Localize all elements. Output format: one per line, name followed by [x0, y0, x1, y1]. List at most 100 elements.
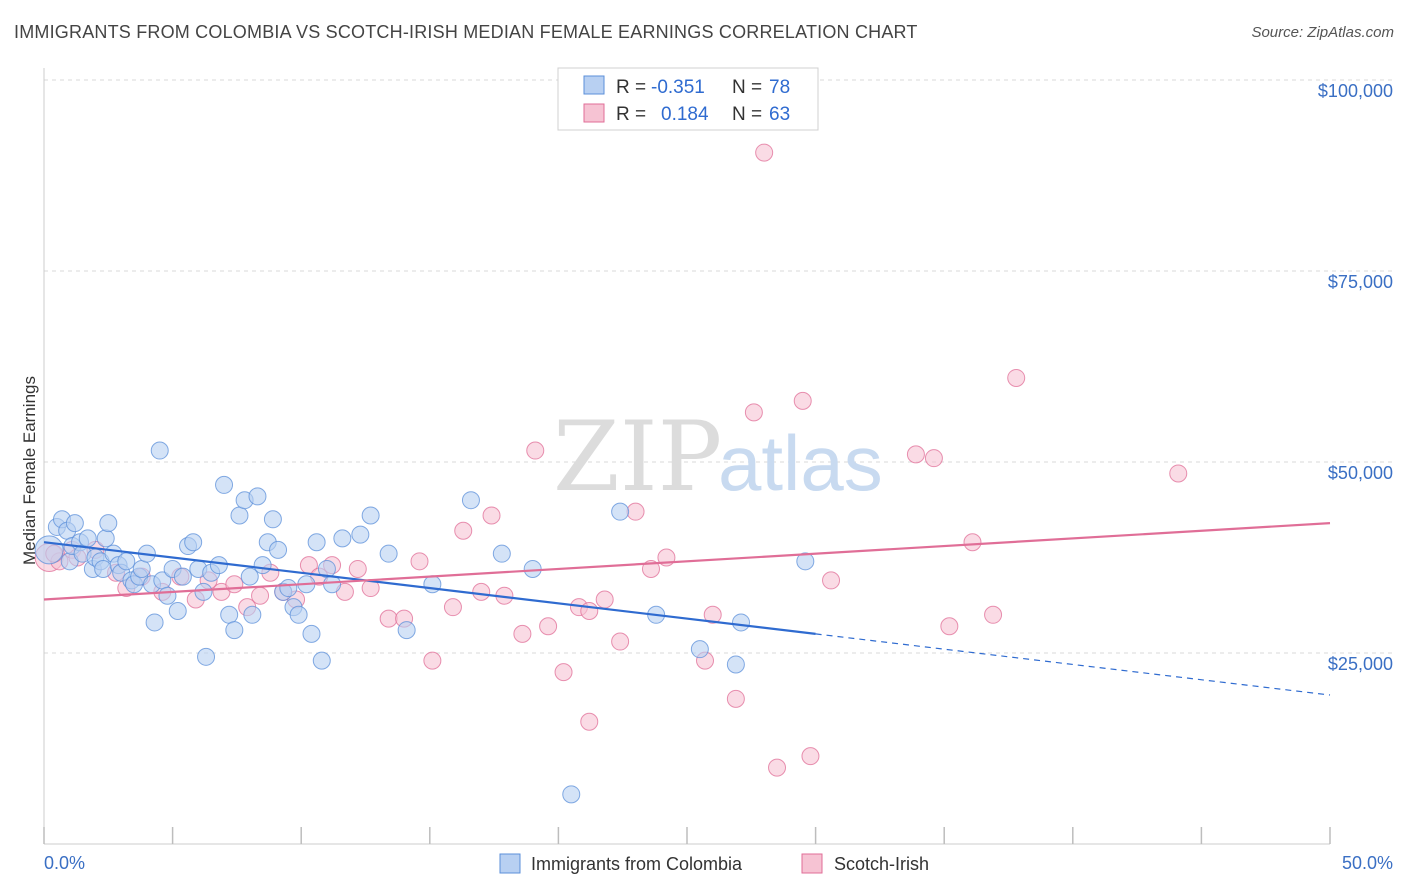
colombia-point: [423, 575, 442, 594]
colombia-point: [333, 529, 352, 548]
colombia-point: [230, 506, 249, 525]
colombia-point: [302, 624, 321, 643]
colombia-point: [184, 533, 203, 552]
colombia-point: [158, 586, 177, 605]
chart-title: IMMIGRANTS FROM COLOMBIA VS SCOTCH-IRISH…: [14, 22, 918, 42]
y-tick-label: $50,000: [1328, 463, 1393, 483]
legend-r-value-1: -0.351: [651, 77, 705, 98]
colombia-point: [523, 559, 542, 578]
x-tick-labels: 0.0% 50.0%: [44, 853, 1393, 873]
colombia-point: [65, 514, 84, 533]
y-axis-title: Median Female Earnings: [20, 376, 39, 565]
colombia-point: [279, 579, 298, 598]
colombia-point: [194, 582, 213, 601]
scotch-irish-point: [924, 449, 943, 468]
y-tick-label: $25,000: [1328, 654, 1393, 674]
colombia-point: [117, 552, 136, 571]
legend-label-colombia: Immigrants from Colombia: [531, 854, 743, 874]
colombia-point: [215, 475, 234, 494]
colombia-point: [562, 785, 581, 804]
colombia-point: [145, 613, 164, 632]
colombia-point: [220, 605, 239, 624]
colombia-point: [796, 552, 815, 571]
scotch-irish-point: [744, 403, 763, 422]
colombia-point: [150, 441, 169, 460]
scotch-irish-point: [225, 575, 244, 594]
y-tick-label: $100,000: [1318, 81, 1393, 101]
watermark-atlas: atlas: [718, 419, 883, 507]
legend-swatch-blue: [583, 75, 605, 95]
scotch-irish-point: [1007, 368, 1026, 387]
colombia-point: [379, 544, 398, 563]
scotch-irish-point: [472, 582, 491, 601]
trend-lines: [43, 522, 1331, 696]
colombia-point: [323, 575, 342, 594]
scotch-irish-point: [984, 605, 1003, 624]
scotch-irish-point: [940, 617, 959, 636]
scotch-irish-trend-line: [43, 522, 1331, 601]
scotch-irish-point: [626, 502, 645, 521]
legend-n-label-2: N =: [732, 104, 762, 125]
legend-n-value-2: 63: [769, 104, 790, 125]
colombia-point: [96, 529, 115, 548]
colombia-point: [78, 529, 97, 548]
scotch-irish-point: [580, 601, 599, 620]
scotch-irish-point: [801, 747, 820, 766]
colombia-point: [168, 601, 187, 620]
y-tick-labels: $25,000 $50,000 $75,000 $100,000: [1318, 81, 1393, 674]
scotch-irish-point: [963, 533, 982, 552]
colombia-point: [726, 655, 745, 674]
colombia-point: [312, 651, 331, 670]
y-tick-label: $75,000: [1328, 272, 1393, 292]
colombia-trend-line: [43, 541, 816, 635]
colombia-point: [197, 647, 216, 666]
scotch-irish-point: [513, 624, 532, 643]
legend-swatch-scotch-irish: [801, 853, 823, 874]
scotch-irish-point: [768, 758, 787, 777]
colombia-point: [243, 605, 262, 624]
x-tick-label-max: 50.0%: [1342, 853, 1393, 873]
legend-label-scotch-irish: Scotch-Irish: [834, 854, 929, 874]
colombia-point: [690, 640, 709, 659]
colombia-point: [361, 506, 380, 525]
scotch-irish-point: [348, 559, 367, 578]
scotch-irish-point: [1169, 464, 1188, 483]
colombia-point: [611, 502, 630, 521]
colombia-point: [253, 556, 272, 575]
legend-r-label-1: R =: [616, 77, 646, 98]
scotch-irish-point: [482, 506, 501, 525]
legend-swatch-pink: [583, 103, 605, 123]
scotch-irish-point: [526, 441, 545, 460]
legend-r-value-2: 0.184: [661, 104, 709, 125]
colombia-point: [132, 559, 151, 578]
colombia-point: [240, 567, 259, 586]
scotch-irish-point: [703, 605, 722, 624]
x-tick-label-min: 0.0%: [44, 853, 85, 873]
colombia-point: [248, 487, 267, 506]
scotch-irish-point: [251, 586, 270, 605]
colombia-point: [492, 544, 511, 563]
chart-source: Source: ZipAtlas.com: [1251, 24, 1394, 41]
scotch-irish-point: [410, 552, 429, 571]
scotch-irish-point: [755, 143, 774, 162]
legend-n-label-1: N =: [732, 77, 762, 98]
scotch-irish-point: [454, 521, 473, 540]
colombia-point: [209, 556, 228, 575]
watermark-zip: ZIP: [553, 401, 722, 513]
colombia-point: [94, 559, 113, 578]
series-legend: Immigrants from Colombia Scotch-Irish: [499, 853, 929, 874]
colombia-point: [351, 525, 370, 544]
series-colombia-points: [34, 441, 815, 804]
colombia-point: [307, 533, 326, 552]
colombia-point: [263, 510, 282, 529]
scotch-irish-point: [554, 663, 573, 682]
scotch-irish-point: [443, 598, 462, 617]
legend-n-value-1: 78: [769, 77, 790, 98]
scotch-irish-point: [539, 617, 558, 636]
scotch-irish-point: [726, 689, 745, 708]
scotch-irish-point: [423, 651, 442, 670]
scotch-irish-point: [793, 391, 812, 410]
colombia-point: [397, 621, 416, 640]
colombia-trend-extension: [815, 633, 1331, 696]
